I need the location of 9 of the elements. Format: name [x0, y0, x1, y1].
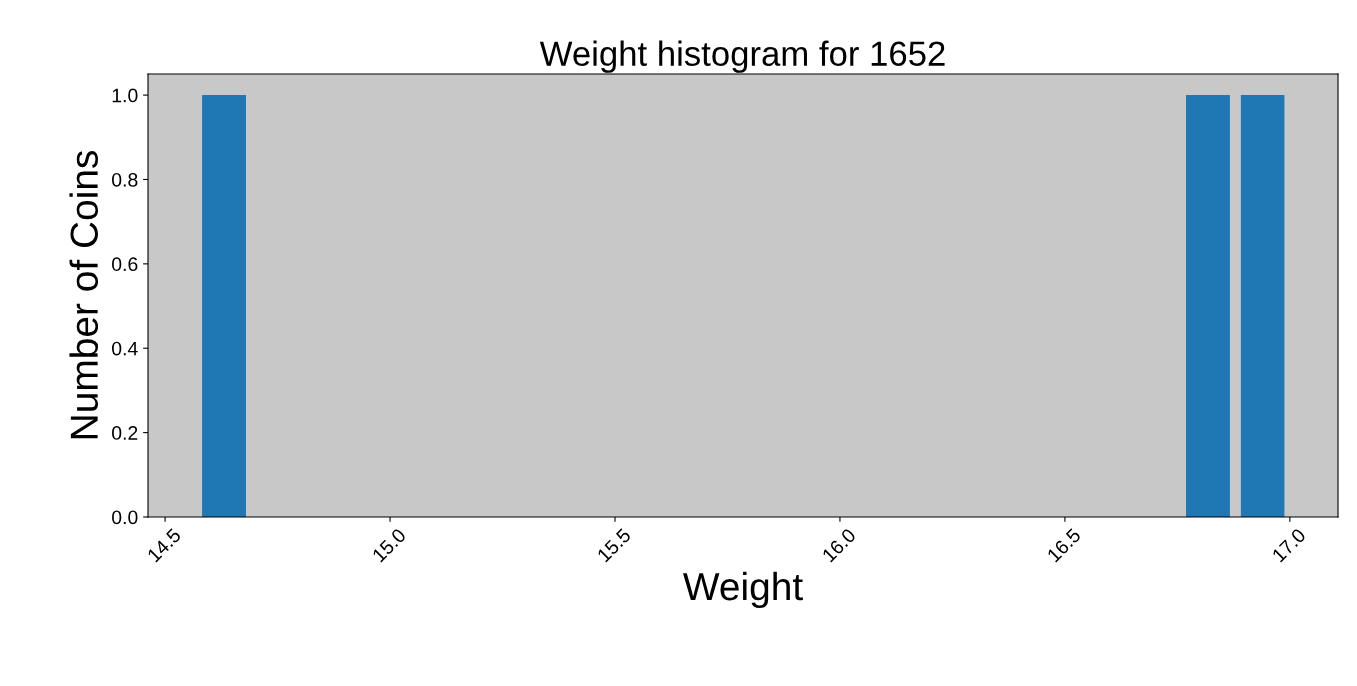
y-tick-label: 0.6	[112, 257, 138, 272]
y-tick-label: 0.8	[112, 172, 138, 187]
x-axis-title: Weight	[683, 571, 803, 609]
chart-title: Weight histogram for 1652	[539, 40, 945, 73]
y-tick-label: 0.4	[112, 341, 138, 356]
y-tick-label: 1.0	[112, 88, 138, 103]
y-tick-label: 0.2	[112, 426, 138, 440]
y-tick-label: 0.0	[112, 510, 138, 525]
y-axis-title: Number of Coins	[69, 151, 99, 439]
